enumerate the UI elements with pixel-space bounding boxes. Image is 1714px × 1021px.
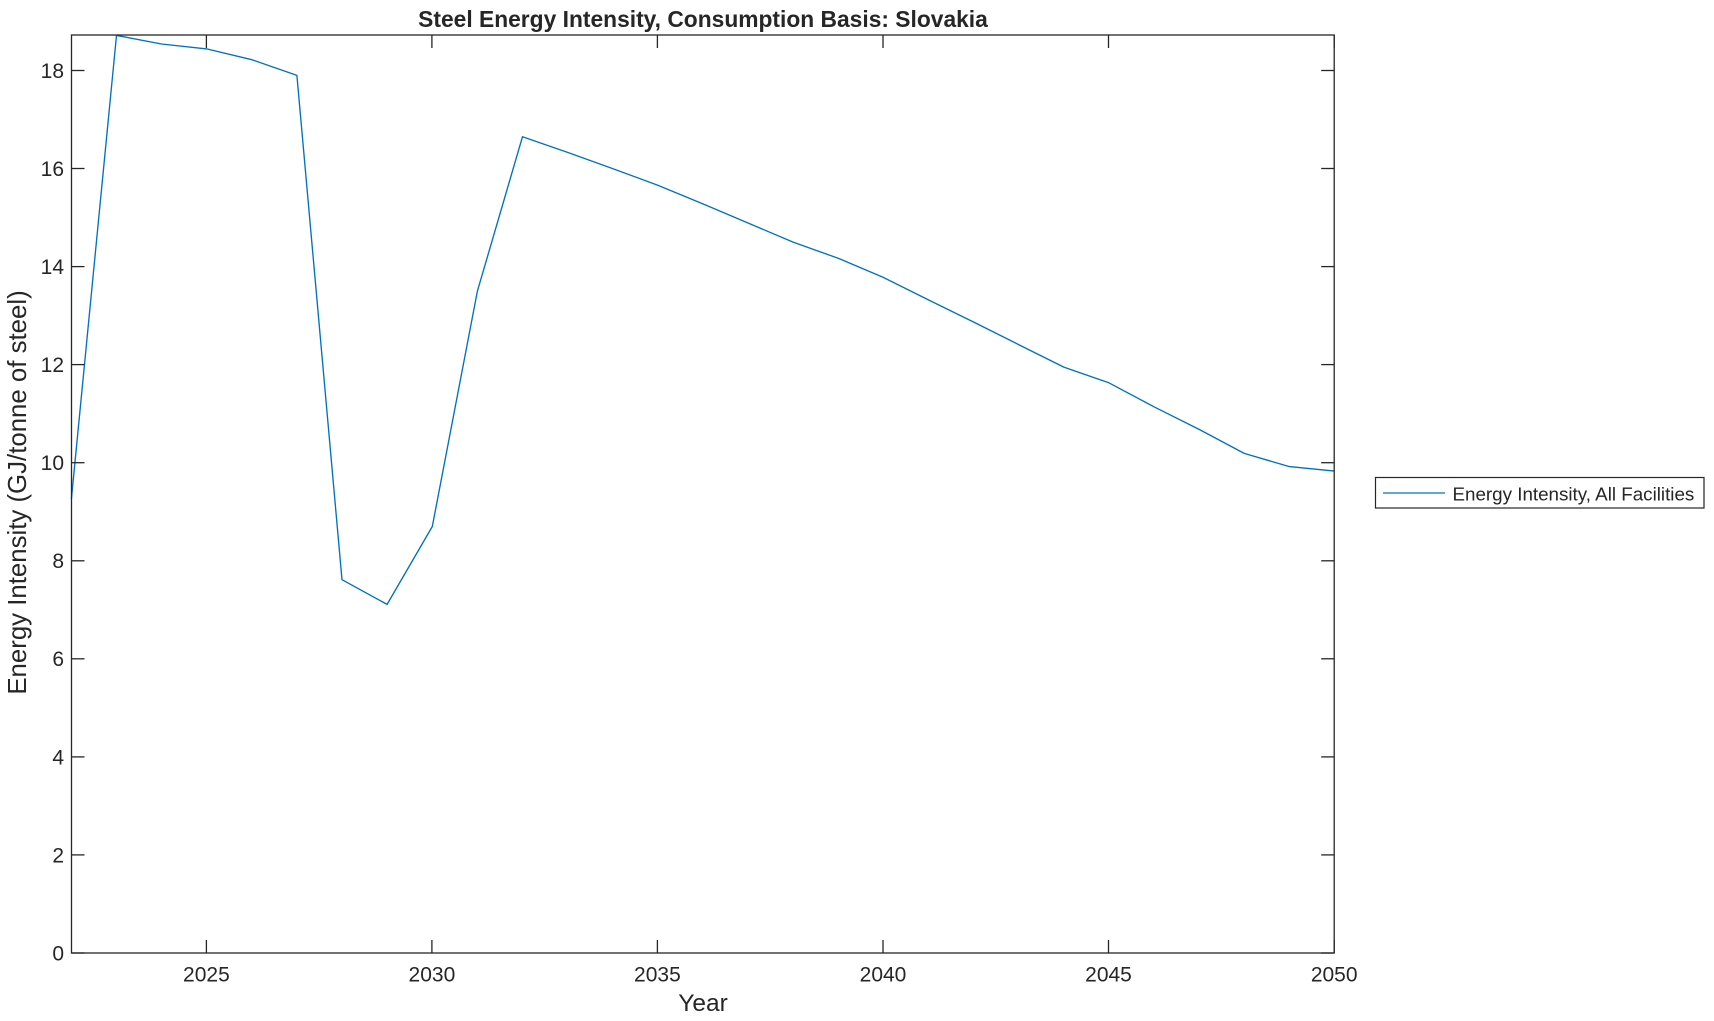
- svg-text:2030: 2030: [409, 963, 456, 986]
- svg-text:0: 0: [52, 943, 64, 966]
- svg-text:8: 8: [52, 550, 64, 573]
- svg-text:Year: Year: [678, 990, 728, 1017]
- svg-text:2025: 2025: [183, 963, 230, 986]
- svg-text:4: 4: [52, 746, 64, 769]
- svg-text:18: 18: [41, 60, 64, 83]
- svg-text:16: 16: [41, 158, 64, 181]
- svg-text:2040: 2040: [860, 963, 907, 986]
- svg-text:10: 10: [41, 452, 64, 475]
- svg-text:2035: 2035: [634, 963, 681, 986]
- svg-text:2: 2: [52, 844, 64, 867]
- svg-text:6: 6: [52, 648, 64, 671]
- svg-text:Energy Intensity, All Faciliti: Energy Intensity, All Facilities: [1453, 484, 1695, 505]
- svg-text:Energy Intensity (GJ/tonne of: Energy Intensity (GJ/tonne of steel): [4, 290, 32, 694]
- svg-text:Steel Energy Intensity, Consum: Steel Energy Intensity, Consumption Basi…: [418, 6, 988, 32]
- svg-text:12: 12: [41, 354, 64, 377]
- svg-text:14: 14: [41, 256, 65, 279]
- svg-text:2045: 2045: [1085, 963, 1132, 986]
- svg-text:2050: 2050: [1311, 963, 1358, 986]
